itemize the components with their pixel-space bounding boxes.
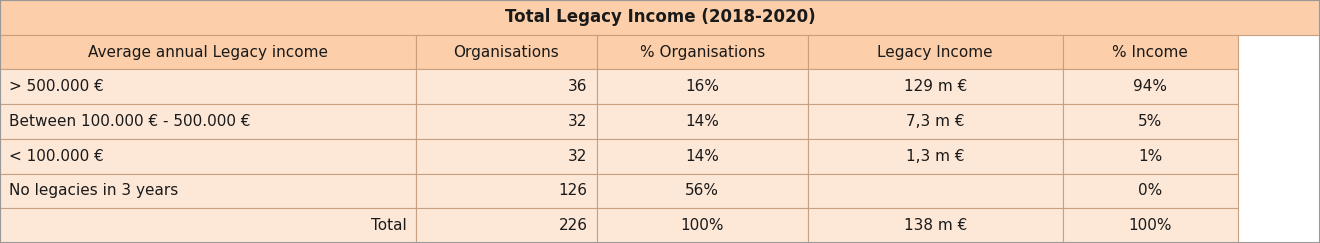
Text: Total Legacy Income (2018-2020): Total Legacy Income (2018-2020) bbox=[504, 8, 816, 26]
Text: % Organisations: % Organisations bbox=[640, 44, 764, 60]
Bar bbox=[416, 69, 597, 104]
Text: 100%: 100% bbox=[1129, 218, 1172, 233]
Bar bbox=[0, 139, 416, 174]
Text: 1%: 1% bbox=[1138, 149, 1163, 164]
Text: 226: 226 bbox=[558, 218, 587, 233]
Bar bbox=[416, 139, 597, 174]
Bar bbox=[597, 35, 808, 69]
Text: Organisations: Organisations bbox=[453, 44, 560, 60]
Bar bbox=[808, 104, 1063, 139]
Text: > 500.000 €: > 500.000 € bbox=[9, 79, 104, 94]
Text: 0%: 0% bbox=[1138, 183, 1163, 199]
Text: 94%: 94% bbox=[1134, 79, 1167, 94]
Bar bbox=[0, 69, 416, 104]
Bar bbox=[0, 35, 416, 69]
Bar bbox=[416, 35, 597, 69]
Text: 14%: 14% bbox=[685, 114, 719, 129]
Text: 32: 32 bbox=[568, 114, 587, 129]
Bar bbox=[597, 208, 808, 243]
Bar bbox=[1063, 139, 1238, 174]
Text: 56%: 56% bbox=[685, 183, 719, 199]
Text: Average annual Legacy income: Average annual Legacy income bbox=[88, 44, 327, 60]
Bar bbox=[1063, 69, 1238, 104]
Text: 14%: 14% bbox=[685, 149, 719, 164]
Text: 36: 36 bbox=[568, 79, 587, 94]
Text: 126: 126 bbox=[558, 183, 587, 199]
Bar bbox=[597, 139, 808, 174]
Text: No legacies in 3 years: No legacies in 3 years bbox=[9, 183, 178, 199]
Text: % Income: % Income bbox=[1113, 44, 1188, 60]
Bar bbox=[597, 69, 808, 104]
Bar bbox=[416, 174, 597, 208]
Text: 1,3 m €: 1,3 m € bbox=[906, 149, 965, 164]
Text: 7,3 m €: 7,3 m € bbox=[906, 114, 965, 129]
Bar bbox=[808, 174, 1063, 208]
Bar bbox=[808, 69, 1063, 104]
Bar bbox=[597, 174, 808, 208]
Bar bbox=[1063, 208, 1238, 243]
Bar bbox=[0, 0, 1320, 35]
Bar bbox=[1063, 35, 1238, 69]
Text: 138 m €: 138 m € bbox=[904, 218, 966, 233]
Text: 16%: 16% bbox=[685, 79, 719, 94]
Bar bbox=[1063, 104, 1238, 139]
Bar bbox=[597, 104, 808, 139]
Text: Between 100.000 € - 500.000 €: Between 100.000 € - 500.000 € bbox=[9, 114, 251, 129]
Bar bbox=[0, 104, 416, 139]
Bar bbox=[416, 104, 597, 139]
Text: Legacy Income: Legacy Income bbox=[878, 44, 993, 60]
Bar bbox=[0, 208, 416, 243]
Text: 100%: 100% bbox=[681, 218, 723, 233]
Bar bbox=[808, 208, 1063, 243]
Bar bbox=[416, 208, 597, 243]
Text: 32: 32 bbox=[568, 149, 587, 164]
Text: < 100.000 €: < 100.000 € bbox=[9, 149, 104, 164]
Text: 129 m €: 129 m € bbox=[904, 79, 966, 94]
Bar bbox=[0, 174, 416, 208]
Bar bbox=[808, 35, 1063, 69]
Bar bbox=[1063, 174, 1238, 208]
Text: 5%: 5% bbox=[1138, 114, 1163, 129]
Bar bbox=[808, 139, 1063, 174]
Text: Total: Total bbox=[371, 218, 407, 233]
